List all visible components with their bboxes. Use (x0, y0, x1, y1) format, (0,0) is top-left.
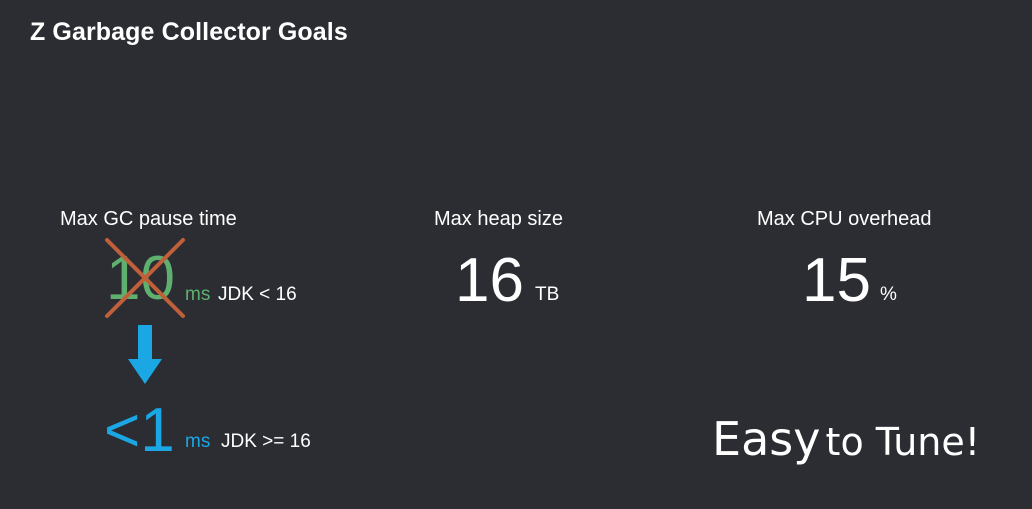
tagline-easy: Easy (712, 412, 821, 466)
old-pause-unit: ms (185, 284, 211, 305)
heap-size-label: Max heap size (434, 208, 563, 230)
cross-out-icon (105, 238, 185, 318)
tagline-to-tune: to Tune! (825, 420, 980, 464)
cpu-overhead-value: 15 (802, 246, 871, 315)
down-arrow-icon (128, 325, 162, 384)
tagline: Easy to Tune! (712, 412, 980, 466)
new-pause-note: JDK >= 16 (221, 431, 311, 452)
old-pause-note: JDK < 16 (218, 284, 297, 305)
new-pause-value: <1 (104, 396, 175, 465)
slide-title: Z Garbage Collector Goals (30, 18, 348, 46)
heap-size-value: 16 (455, 246, 524, 315)
heap-size-unit: TB (535, 284, 560, 305)
cpu-overhead-label: Max CPU overhead (757, 208, 932, 230)
new-pause-unit: ms (185, 431, 211, 452)
cpu-overhead-unit: % (880, 284, 897, 305)
pause-time-label: Max GC pause time (60, 208, 237, 230)
